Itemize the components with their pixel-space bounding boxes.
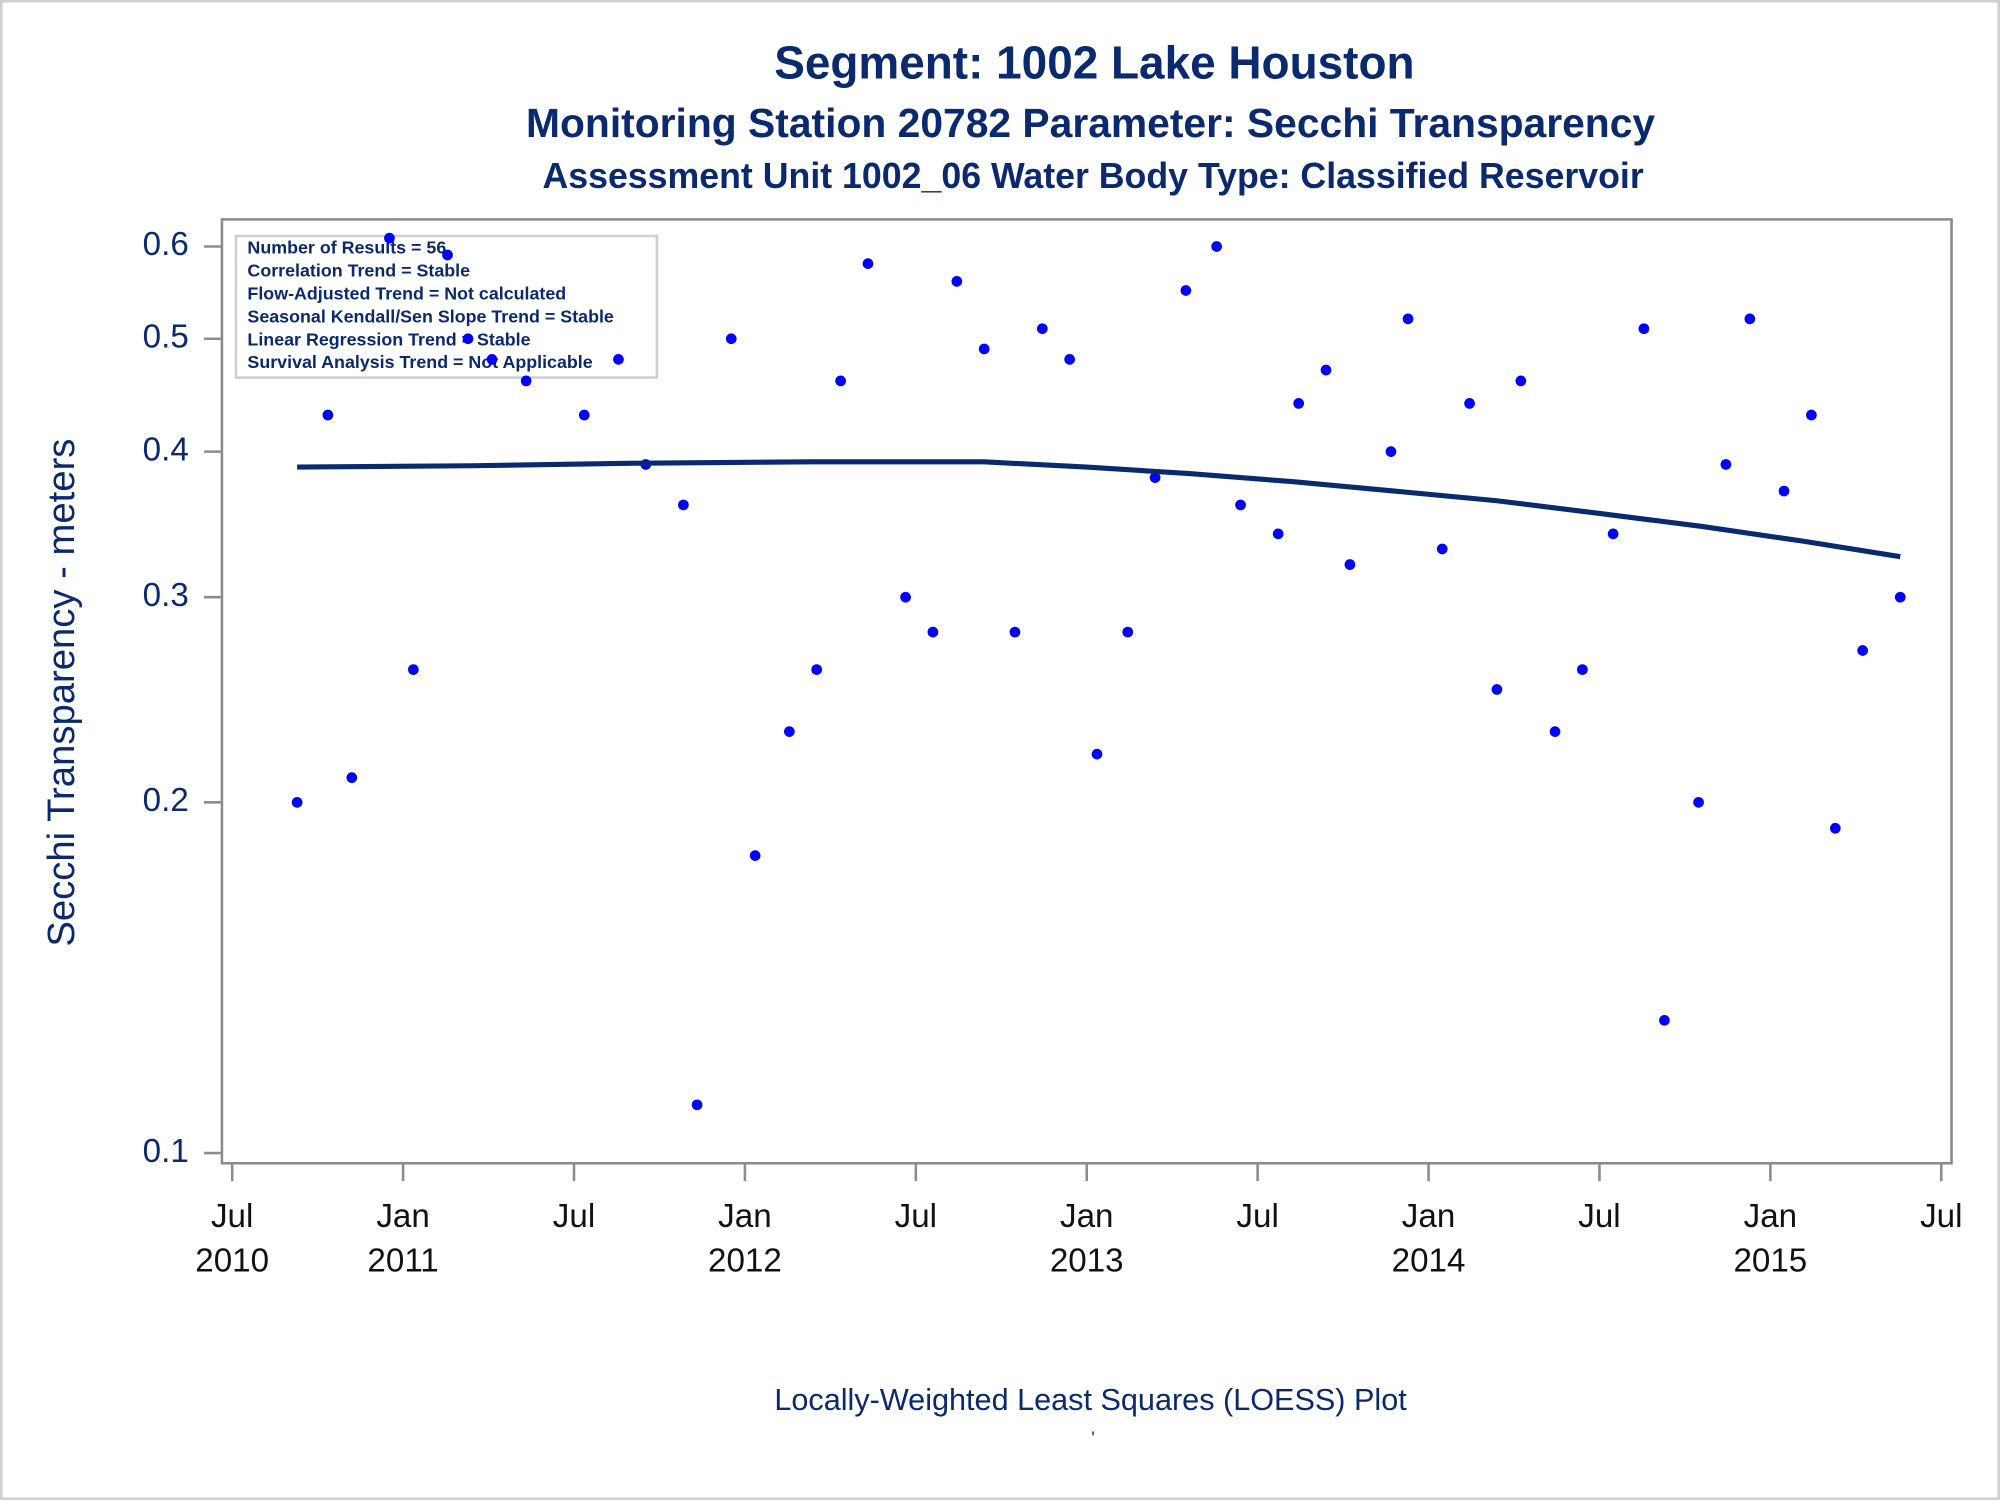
data-point xyxy=(862,258,874,269)
data-point xyxy=(1549,726,1561,737)
y-tick-label: 0.3 xyxy=(143,577,189,614)
data-point xyxy=(384,232,395,244)
data-point xyxy=(1180,285,1192,296)
data-point xyxy=(1829,822,1841,834)
data-point xyxy=(442,249,453,261)
y-tick-label: 0.2 xyxy=(143,782,189,819)
x-tick-label: Jul xyxy=(553,1198,595,1235)
data-point xyxy=(900,591,911,603)
data-point xyxy=(520,375,532,387)
data-point xyxy=(951,276,963,287)
y-axis-label: Secchi Transparency - meters xyxy=(40,439,83,947)
plot-frame xyxy=(220,218,1953,1165)
data-point xyxy=(1149,472,1161,483)
data-point xyxy=(678,499,689,511)
inset-text: Correlation Trend = Stable xyxy=(247,260,470,280)
x-tick-label: Jul 2010 xyxy=(195,1198,269,1280)
data-point xyxy=(1491,684,1503,695)
x-tick-label: Jan 2011 xyxy=(367,1198,438,1280)
data-point xyxy=(1009,626,1021,638)
footnote: ' xyxy=(1091,1427,1094,1447)
data-point xyxy=(322,409,334,421)
inset-text: Survival Analysis Trend = Not Applicable xyxy=(247,352,592,372)
data-point xyxy=(1577,664,1588,675)
y-tick-label: 0.5 xyxy=(143,318,189,355)
data-point xyxy=(1515,375,1527,387)
x-tick-label: Jul xyxy=(1578,1198,1620,1235)
inset-text: Flow-Adjusted Trend = Not calculated xyxy=(247,283,566,303)
x-axis-label: Locally-Weighted Least Squares (LOESS) P… xyxy=(774,1383,1407,1417)
data-point xyxy=(1806,409,1817,421)
data-point xyxy=(783,726,795,737)
inset-text: Linear Regression Trend = Stable xyxy=(247,329,530,349)
data-point xyxy=(1320,364,1332,376)
data-point xyxy=(346,772,358,784)
data-point xyxy=(749,850,761,862)
x-tick-label: Jan 2014 xyxy=(1392,1198,1466,1280)
data-point xyxy=(1464,398,1475,409)
x-tick-label: Jul xyxy=(1920,1198,1962,1235)
x-tick-label: Jan 2015 xyxy=(1733,1198,1807,1280)
x-tick-label: Jan 2013 xyxy=(1050,1198,1124,1280)
data-point xyxy=(291,796,303,808)
chart-subtitle: Monitoring Station 20782 Parameter: Secc… xyxy=(526,100,1655,146)
data-point xyxy=(1235,499,1246,511)
inset-text: Number of Results = 56 xyxy=(247,237,446,257)
data-point xyxy=(1402,313,1414,325)
data-point xyxy=(1385,446,1397,457)
data-point xyxy=(486,354,498,365)
data-point xyxy=(1778,485,1790,497)
loess-line xyxy=(297,459,1901,560)
data-point xyxy=(1344,559,1356,570)
data-point xyxy=(1857,645,1869,656)
x-tick-label: Jul xyxy=(895,1198,937,1235)
data-point xyxy=(1894,591,1906,603)
inset-text: Seasonal Kendall/Sen Slope Trend = Stabl… xyxy=(247,306,613,326)
data-point xyxy=(978,343,990,355)
data-point xyxy=(578,409,590,421)
data-point xyxy=(1638,323,1650,335)
data-point xyxy=(811,664,823,675)
data-point xyxy=(927,626,939,638)
data-point xyxy=(1122,626,1134,638)
y-tick-label: 0.4 xyxy=(143,431,189,468)
y-tick-label: 0.6 xyxy=(143,226,189,263)
data-point xyxy=(691,1099,703,1111)
data-point xyxy=(613,354,624,365)
data-point xyxy=(1659,1014,1670,1026)
y-tick-label: 0.1 xyxy=(143,1133,189,1170)
data-point xyxy=(1607,528,1619,540)
data-point xyxy=(1436,543,1448,555)
data-point xyxy=(1064,354,1076,365)
data-point xyxy=(1720,459,1732,470)
x-tick-label: Jul xyxy=(1236,1198,1278,1235)
data-point xyxy=(407,664,419,675)
data-point xyxy=(1211,241,1222,252)
chart-title: Segment: 1002 Lake Houston xyxy=(774,36,1414,88)
data-point xyxy=(1091,748,1103,760)
data-point xyxy=(725,333,737,345)
chart-subtitle: Assessment Unit 1002_06 Water Body Type:… xyxy=(542,156,1643,196)
data-point xyxy=(835,375,846,387)
data-point xyxy=(1693,796,1704,808)
data-point xyxy=(1272,528,1284,540)
data-point xyxy=(1744,313,1756,325)
data-point xyxy=(462,333,474,345)
data-point xyxy=(1036,323,1048,335)
data-point xyxy=(1293,398,1305,409)
x-tick-label: Jan 2012 xyxy=(708,1198,782,1280)
